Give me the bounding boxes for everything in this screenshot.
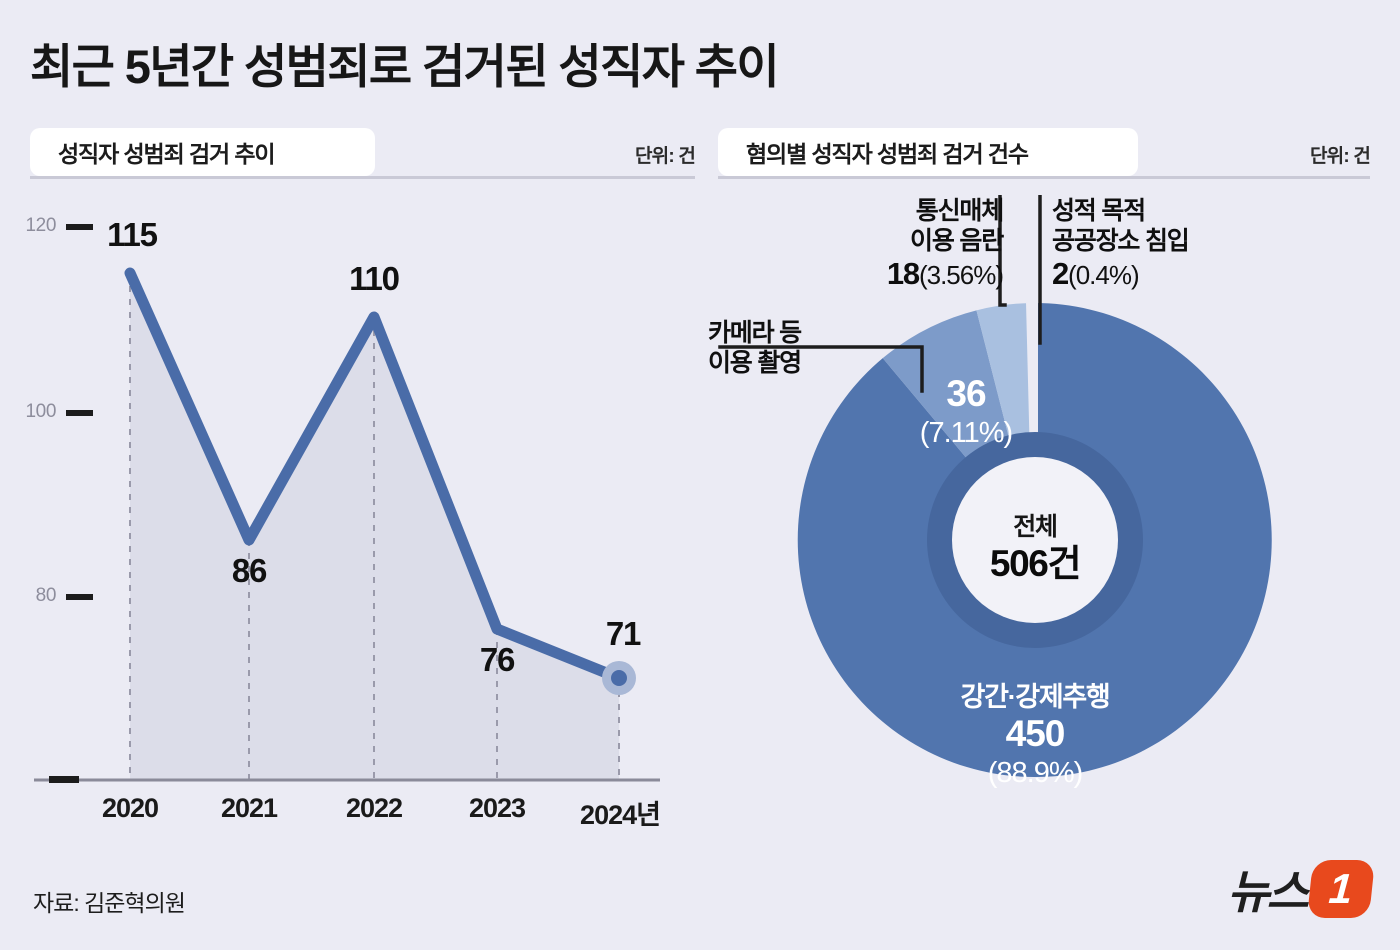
data-label-2024: 71 <box>605 615 642 652</box>
slice-label-camera-filming-percent: (7.11%) <box>919 416 1013 449</box>
line-point-marker-last-core <box>611 670 627 686</box>
donut-center-hole <box>952 457 1118 623</box>
brand-logo-text: 뉴스 <box>1227 866 1309 918</box>
callout-camera-filming-name-line1: 카메라 등 <box>708 319 802 347</box>
slice-label-rape-assault-name: 강간·강제추행 <box>960 682 1111 712</box>
callout-public-place-intrusion-name-line1: 성적 목적 <box>1052 197 1146 225</box>
y-tick-label-120: 120 <box>25 215 56 236</box>
brand-logo: 뉴스 1 <box>1227 856 1376 922</box>
callout-public-place-intrusion-name-line2: 공공장소 침입 <box>1052 226 1190 255</box>
right-panel-unit: 단위: 건 <box>1309 146 1371 167</box>
line-chart-svg <box>34 224 660 783</box>
left-panel-heading: 성직자 성범죄 검거 추이 <box>58 141 276 167</box>
data-label-2023: 76 <box>479 641 516 678</box>
callout-leader-lines <box>718 195 1042 393</box>
x-tick-label-2023: 2023 <box>468 793 526 823</box>
left-panel-rule <box>30 176 695 179</box>
callout-communication-media-percent: (3.56%) <box>918 260 1004 290</box>
source-note: 자료: 김준혁의원 <box>33 890 186 916</box>
x-tick-label-2020: 2020 <box>101 793 159 823</box>
donut-chart: 통신매체 이용 음란 18(3.56%) 성적 목적 공공장소 침입 2(0.4… <box>700 195 1400 815</box>
leader-line-camera <box>718 345 924 393</box>
x-tick-label-2024: 2024년 <box>580 800 661 830</box>
callout-communication-media-name-line2: 이용 음란 <box>910 226 1004 255</box>
left-panel-header: 성직자 성범죄 검거 추이 단위: 건 <box>30 128 696 179</box>
left-panel-heading-pill: 성직자 성범죄 검거 추이 <box>30 128 375 176</box>
data-label-2020: 115 <box>107 216 158 253</box>
slice-label-rape-assault-value: 450 <box>1005 713 1066 755</box>
x-tick-label-2022: 2022 <box>345 793 403 823</box>
callout-communication-media: 통신매체 이용 음란 18(3.56%) <box>848 197 1004 293</box>
left-panel-unit: 단위: 건 <box>634 146 696 167</box>
data-label-2022: 110 <box>349 260 400 297</box>
leader-line-comm <box>998 195 1007 307</box>
callout-public-place-intrusion-percent: (0.4%) <box>1068 260 1140 290</box>
slice-label-camera-filming: 36 (7.11%) <box>896 373 1036 450</box>
right-panel-header: 혐의별 성직자 성범죄 검거 건수 단위: 건 <box>718 128 1371 179</box>
right-panel-rule <box>718 176 1370 179</box>
data-label-2021: 86 <box>231 552 268 589</box>
slice-label-camera-filming-value: 36 <box>946 373 986 414</box>
callout-public-place-intrusion-value: 2 <box>1052 256 1069 291</box>
y-axis-ticks <box>66 224 93 600</box>
y-tick-label-80: 80 <box>35 585 57 606</box>
callout-communication-media-name-line1: 통신매체 <box>915 197 1004 225</box>
donut-center-total: 전체 506건 <box>935 513 1135 586</box>
line-chart: 120 100 80 2020 2021 2022 2023 2024년 115… <box>0 195 700 830</box>
slice-label-rape-assault: 강간·강제추행 450 (88.9%) <box>895 681 1175 791</box>
page-title: 최근 5년간 성범죄로 검거된 성직자 추이 <box>30 40 780 93</box>
line-series-path <box>124 267 625 684</box>
callout-camera-filming: 카메라 등 이용 촬영 <box>708 319 858 378</box>
callout-camera-filming-name-line2: 이용 촬영 <box>708 348 802 377</box>
callout-communication-media-value: 18 <box>886 256 920 291</box>
right-panel-heading: 혐의별 성직자 성범죄 검거 건수 <box>746 141 1029 167</box>
x-tick-label-2021: 2021 <box>220 793 278 823</box>
x-axis-origin-tick <box>49 776 79 783</box>
donut-center-value: 506건 <box>989 542 1082 584</box>
right-panel-heading-pill: 혐의별 성직자 성범죄 검거 건수 <box>718 128 1138 176</box>
donut-center-label: 전체 <box>1013 513 1058 541</box>
brand-logo-mark-numeral: 1 <box>1327 865 1355 912</box>
brand-logo-mark: 1 <box>1306 860 1376 918</box>
y-tick-label-100: 100 <box>25 401 56 422</box>
callout-public-place-intrusion: 성적 목적 공공장소 침입 2(0.4%) <box>1052 197 1282 293</box>
slice-label-rape-assault-percent: (88.9%) <box>987 756 1084 789</box>
donut-chart-svg <box>718 195 1272 777</box>
